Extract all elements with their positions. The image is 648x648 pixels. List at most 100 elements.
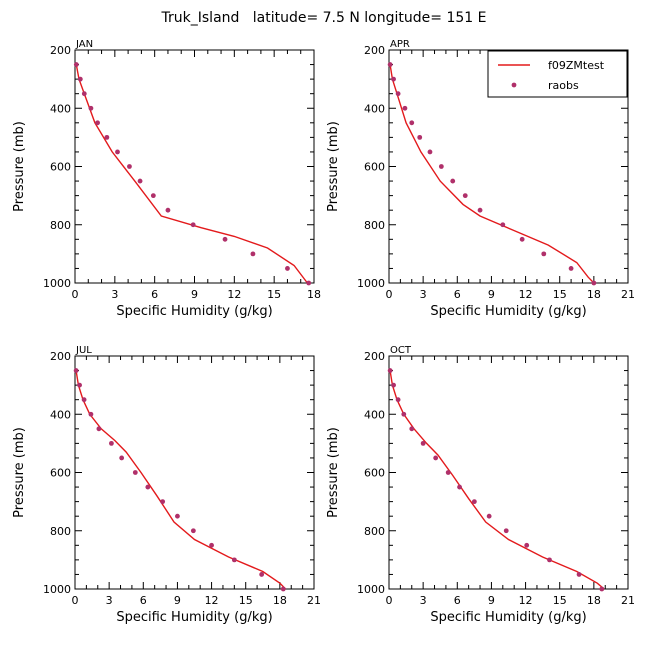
x-tick-label: 18	[587, 288, 601, 301]
raobs-point	[395, 397, 401, 403]
y-tick-label: 600	[364, 467, 385, 480]
x-tick-label: 15	[267, 288, 281, 301]
y-tick-label: 1000	[43, 277, 71, 290]
panel-label: JUL	[75, 345, 92, 356]
raobs-point	[132, 470, 138, 475]
x-tick-label: 15	[239, 594, 253, 607]
x-axis-title: Specific Humidity (g/kg)	[116, 304, 272, 319]
raobs-point	[409, 120, 415, 126]
raobs-point	[402, 105, 408, 111]
x-tick-label: 3	[420, 288, 427, 301]
raobs-point	[259, 572, 265, 577]
plot-frame	[74, 355, 315, 590]
y-tick-label: 200	[364, 350, 385, 363]
y-tick-label: 800	[364, 219, 385, 232]
x-tick-label: 18	[587, 594, 601, 607]
legend-entry-obs: raobs	[548, 79, 579, 92]
x-axis-title: Specific Humidity (g/kg)	[430, 304, 586, 319]
x-tick-label: 12	[519, 288, 533, 301]
panel-label: OCT	[390, 345, 412, 356]
plot-frame	[388, 355, 629, 590]
y-axis-title: Pressure (mb)	[12, 121, 27, 212]
raobs-point	[503, 528, 509, 534]
raobs-point	[109, 440, 114, 446]
y-tick-label: 800	[50, 525, 71, 538]
raobs-point	[73, 368, 79, 373]
raobs-point	[77, 382, 82, 388]
model-line-f09zmtest	[75, 370, 287, 590]
raobs-point	[190, 222, 196, 228]
raobs-point	[150, 193, 156, 199]
legend-entry-model: f09ZMtest	[548, 59, 605, 72]
raobs-point	[88, 105, 94, 111]
raobs-point	[250, 251, 256, 257]
raobs-point	[96, 426, 102, 432]
panel-label: JAN	[75, 39, 93, 50]
figure-title: Truk_Island latitude= 7.5 N longitude= 1…	[161, 10, 487, 26]
raobs-point	[409, 426, 415, 432]
x-tick-label: 15	[553, 288, 567, 301]
y-tick-label: 1000	[357, 583, 385, 596]
raobs-point	[73, 62, 79, 67]
x-tick-label: 21	[307, 594, 321, 607]
y-tick-label: 400	[364, 408, 385, 421]
raobs-point	[591, 280, 597, 286]
raobs-point	[417, 134, 423, 140]
x-tick-label: 9	[488, 594, 495, 607]
plot-frame	[74, 49, 315, 284]
model-line-f09zmtest	[389, 370, 605, 590]
x-axis-title: Specific Humidity (g/kg)	[430, 610, 586, 625]
raobs-point	[391, 382, 396, 388]
x-tick-label: 0	[72, 594, 79, 607]
y-tick-label: 800	[50, 219, 71, 232]
y-tick-label: 400	[50, 408, 71, 421]
x-tick-label: 15	[553, 594, 567, 607]
x-tick-label: 12	[227, 288, 241, 301]
raobs-point	[450, 178, 456, 184]
raobs-point	[190, 528, 196, 534]
y-tick-label: 1000	[43, 583, 71, 596]
y-tick-label: 800	[364, 525, 385, 538]
raobs-point	[541, 251, 547, 257]
y-axis-title: Pressure (mb)	[326, 427, 341, 518]
raobs-point	[165, 207, 171, 213]
x-tick-label: 6	[140, 594, 147, 607]
raobs-point	[420, 440, 426, 446]
x-tick-label: 3	[111, 288, 118, 301]
y-tick-label: 200	[364, 44, 385, 57]
chart-panels: JAN 0 3 6 9 12 15 18 200 400 600 800 1000 Specific Hu…	[12, 39, 635, 625]
raobs-point	[175, 513, 180, 519]
y-tick-label: 600	[50, 467, 71, 480]
raobs-point	[457, 484, 462, 490]
chart-panel-apr: APR 0 3 6 9 12 15 18 21 200 400 600 800 1000 Specific …	[326, 39, 635, 319]
raobs-point	[568, 266, 574, 271]
x-tick-label: 18	[273, 594, 287, 607]
chart-panel-oct: OCT 0 3 6 9 12 15 18 21 200 400 600 800 1000 Specific …	[326, 345, 635, 625]
legend: f09ZMtest raobs	[487, 50, 628, 98]
raobs-point	[77, 76, 83, 82]
y-tick-label: 400	[50, 102, 71, 115]
y-axis-title: Pressure (mb)	[326, 121, 341, 212]
x-tick-label: 6	[151, 288, 158, 301]
raobs-point	[127, 164, 132, 169]
x-tick-label: 12	[519, 594, 533, 607]
raobs-point	[395, 91, 401, 97]
raobs-point	[88, 411, 94, 417]
y-axis-title: Pressure (mb)	[12, 427, 27, 518]
x-tick-label: 21	[621, 288, 635, 301]
x-tick-label: 0	[72, 288, 79, 301]
raobs-point	[222, 236, 228, 242]
raobs-point	[387, 368, 393, 373]
raobs-point	[280, 586, 286, 592]
y-tick-label: 600	[50, 161, 71, 174]
x-tick-label: 12	[205, 594, 219, 607]
raobs-point	[137, 178, 143, 184]
x-tick-label: 9	[191, 288, 198, 301]
raobs-point	[486, 513, 492, 519]
raobs-point	[438, 164, 444, 169]
x-tick-label: 21	[621, 594, 635, 607]
y-tick-label: 600	[364, 161, 385, 174]
x-tick-label: 3	[106, 594, 113, 607]
raobs-point	[95, 120, 100, 126]
